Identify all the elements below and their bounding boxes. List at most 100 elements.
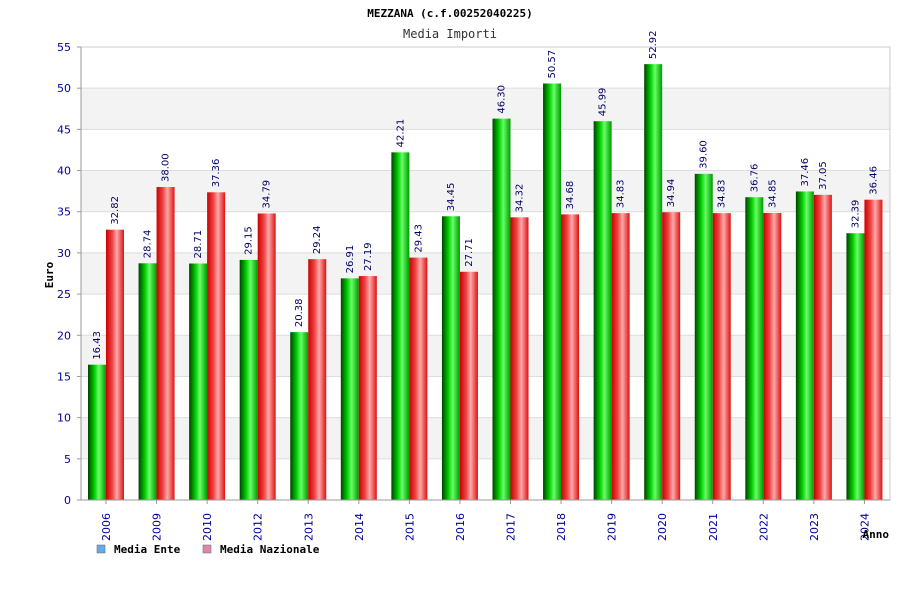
data-label: 39.60 (699, 140, 710, 169)
bar-media-ente (239, 259, 258, 500)
data-label: 28.74 (143, 230, 154, 259)
grid-band (81, 129, 890, 171)
data-label: 36.46 (868, 166, 879, 195)
bar-media-ente (644, 64, 663, 500)
y-tick-label: 0 (64, 494, 71, 507)
bar-media-ente (138, 263, 157, 500)
x-tick-label: 2022 (757, 513, 770, 541)
y-tick-label: 50 (57, 82, 71, 95)
data-label: 34.79 (262, 180, 273, 209)
legend-swatch (202, 544, 212, 554)
legend-swatch (96, 544, 106, 554)
bar-media-nazionale (712, 213, 731, 501)
bar-media-nazionale (308, 259, 327, 500)
y-tick-label: 40 (57, 165, 71, 178)
bar-media-nazionale (257, 213, 276, 500)
y-tick-label: 5 (64, 453, 71, 466)
y-tick-label: 10 (57, 412, 71, 425)
bar-media-ente (441, 216, 460, 501)
bar-media-ente (543, 83, 562, 500)
x-tick-label: 2021 (707, 513, 720, 541)
bar-media-nazionale (207, 192, 226, 500)
legend-item-media-nazionale: Media Nazionale (220, 543, 320, 556)
x-tick-label: 2023 (808, 513, 821, 541)
y-tick-label: 35 (57, 206, 71, 219)
data-label: 45.99 (598, 88, 609, 117)
bar-media-nazionale (459, 271, 478, 500)
bar-media-ente (694, 173, 713, 500)
x-tick-label: 2009 (151, 513, 164, 541)
y-axis-label: Euro (43, 261, 56, 288)
bar-media-ente (846, 233, 865, 500)
bar-media-ente (593, 121, 612, 501)
y-axis: 0 5 10 15 20 25 30 35 40 45 50 55 (57, 41, 82, 507)
y-tick-label: 20 (57, 329, 71, 342)
legend: Media Ente Media Nazionale (96, 543, 320, 556)
x-tick-label: 2015 (403, 513, 416, 541)
y-tick-label: 45 (57, 123, 71, 136)
data-label: 34.83 (616, 179, 627, 208)
y-tick-label: 15 (57, 370, 71, 383)
grid-band (81, 47, 890, 89)
data-label: 16.43 (92, 331, 103, 360)
data-label: 29.15 (244, 226, 255, 255)
chart-subtitle: Media Importi (403, 27, 497, 41)
bar-media-nazionale (611, 213, 630, 501)
grid-band (81, 88, 890, 130)
data-label: 29.43 (413, 224, 424, 253)
data-label: 36.76 (749, 164, 760, 193)
bar-media-ente (492, 118, 511, 500)
bar-media-nazionale (106, 229, 124, 500)
data-label: 37.46 (800, 158, 811, 187)
data-label: 34.94 (666, 179, 677, 208)
bar-media-ente (745, 197, 764, 501)
data-labels: 16.43 32.82 28.74 38.00 28.71 37.36 29.15 34.79… (92, 30, 879, 359)
bar-media-nazionale (813, 194, 832, 501)
data-label: 50.57 (547, 50, 558, 79)
data-label: 32.82 (110, 196, 121, 225)
x-tick-label: 2018 (555, 513, 568, 541)
data-label: 34.32 (515, 184, 526, 213)
data-label: 37.05 (818, 161, 829, 190)
chart-title: MEZZANA (c.f.00252040225) (367, 7, 533, 20)
x-tick-label: 2017 (505, 513, 518, 541)
data-label: 34.83 (717, 179, 728, 208)
x-tick-label: 2024 (858, 513, 871, 541)
data-label: 27.71 (464, 238, 475, 267)
data-label: 46.30 (497, 85, 508, 114)
x-tick-label: 2006 (100, 513, 113, 541)
x-tick-label: 2014 (353, 513, 366, 541)
y-tick-label: 55 (57, 41, 71, 54)
bar-media-ente (290, 332, 309, 500)
legend-item-media-ente: Media Ente (114, 543, 181, 556)
bar-media-ente (88, 364, 106, 500)
bar-media-ente (340, 278, 359, 500)
bar-media-nazionale (561, 214, 580, 500)
bar-media-ente (391, 152, 410, 501)
data-label: 20.38 (294, 299, 305, 328)
data-label: 42.21 (395, 119, 406, 148)
x-tick-label: 2016 (454, 513, 467, 541)
bar-media-nazionale (409, 257, 428, 500)
bar-media-ente (189, 263, 208, 500)
x-tick-label: 2020 (656, 513, 669, 541)
data-label: 34.85 (767, 179, 778, 208)
bar-media-nazionale (662, 212, 681, 501)
data-label: 38.00 (161, 153, 172, 182)
bar-media-ente (795, 191, 814, 500)
bar-media-nazionale (156, 187, 175, 500)
bars (88, 64, 883, 501)
data-label: 52.92 (648, 30, 659, 59)
x-tick-label: 2012 (252, 513, 265, 541)
data-label: 28.71 (193, 230, 204, 259)
x-tick-label: 2013 (302, 513, 315, 541)
bar-media-nazionale (510, 217, 529, 500)
data-label: 29.24 (312, 226, 323, 255)
data-label: 27.19 (363, 242, 374, 271)
bar-media-nazionale (763, 212, 782, 501)
x-axis-label: Anno (863, 528, 890, 541)
data-label: 37.36 (211, 159, 222, 188)
x-tick-label: 2010 (201, 513, 214, 541)
data-label: 34.45 (446, 183, 457, 212)
